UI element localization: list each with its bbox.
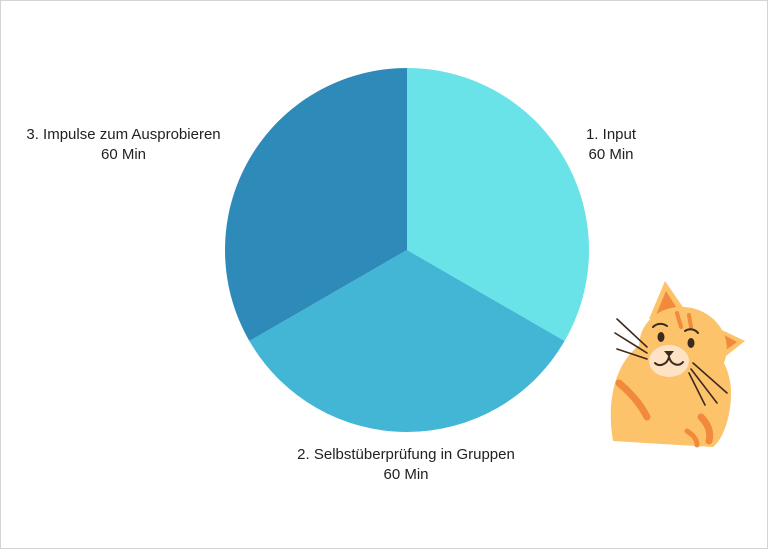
- slice-label-input: 1. Input 60 Min: [561, 125, 661, 165]
- slice-label-name: 2. Selbstüberprüfung in Gruppen: [297, 446, 515, 463]
- slice-label-value: 60 Min: [588, 146, 634, 163]
- slice-label-selbstuberprufung: 2. Selbstüberprüfung in Gruppen 60 Min: [266, 445, 546, 485]
- cat-illustration-icon: [610, 281, 745, 448]
- slice-label-value: 60 Min: [100, 146, 147, 163]
- slice-label-name: 1. Input: [585, 126, 637, 143]
- pie-slice-selbstuberprufung: [249, 250, 565, 433]
- pie-slices: [225, 68, 589, 433]
- slice-label-name: 3. Impulse zum Ausprobieren: [26, 126, 221, 143]
- pie-slice-impulse: [225, 68, 407, 341]
- pie-slice-input: [407, 68, 589, 341]
- slice-label-value: 60 Min: [383, 466, 429, 483]
- slice-label-impulse: 3. Impulse zum Ausprobieren 60 Min: [1, 125, 246, 165]
